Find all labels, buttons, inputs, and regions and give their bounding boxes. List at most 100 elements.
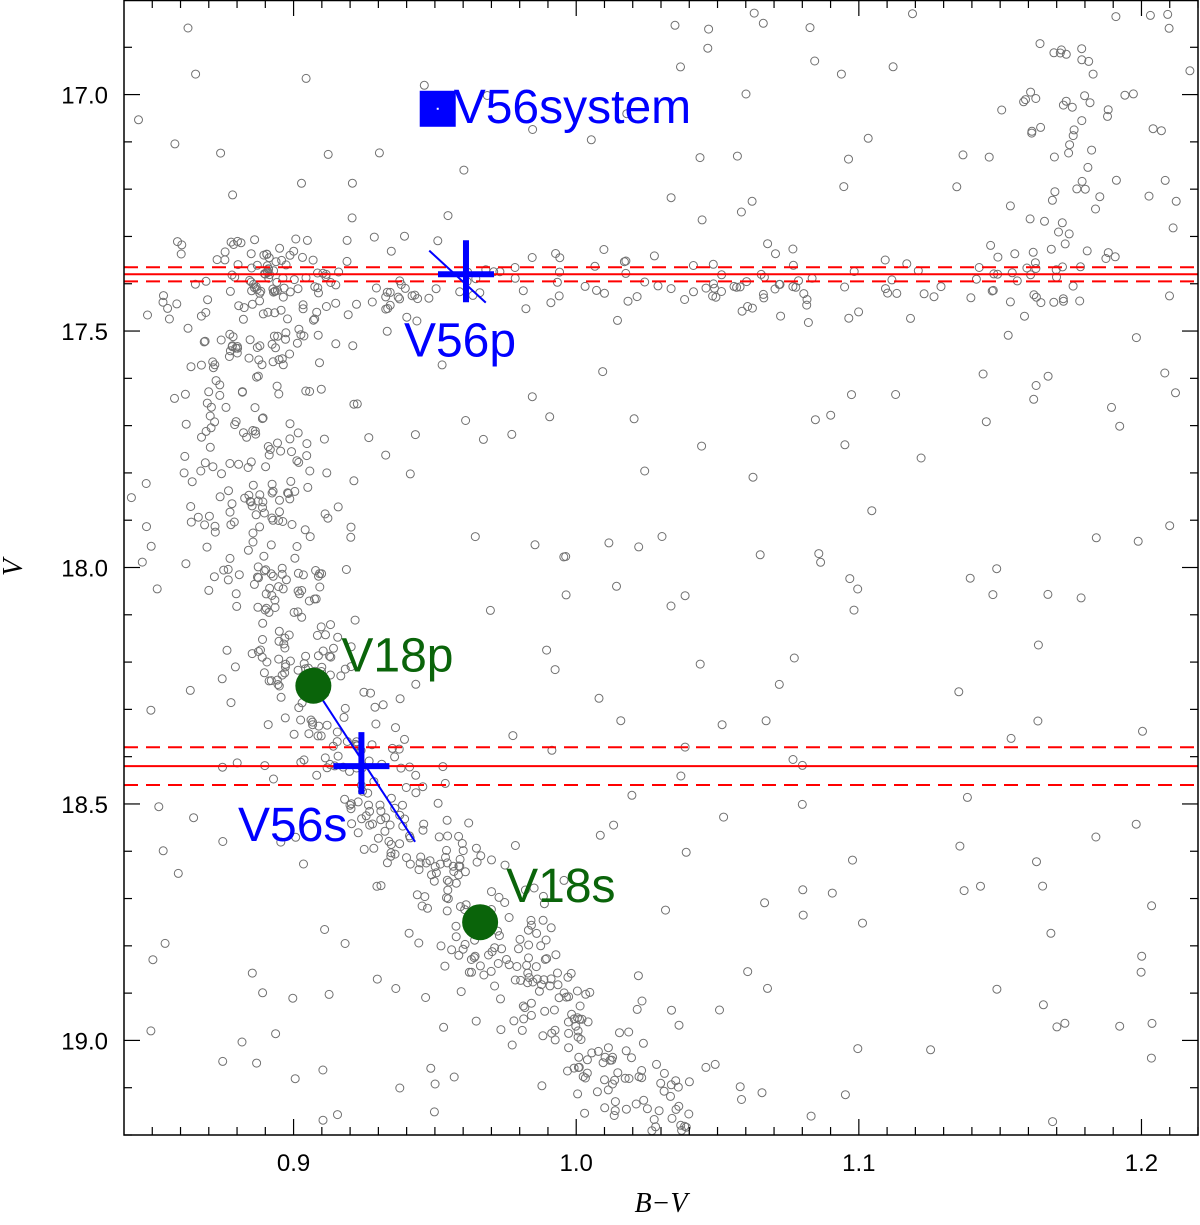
field-star-point — [676, 62, 685, 72]
field-star-point — [294, 703, 304, 713]
field-star-point — [836, 69, 846, 79]
field-star-point — [196, 360, 206, 370]
field-star-point — [736, 207, 746, 217]
field-star-point — [1082, 246, 1092, 256]
field-star-point — [845, 574, 855, 584]
x-axis-title: B−V — [634, 1188, 690, 1219]
field-star-point — [906, 313, 915, 323]
field-star-point — [439, 1022, 449, 1032]
field-star-point — [449, 867, 459, 876]
field-star-point — [743, 302, 753, 311]
field-star-point — [315, 569, 325, 579]
field-star-point — [200, 458, 210, 468]
field-star-point — [220, 255, 230, 265]
field-star-point — [676, 771, 686, 781]
field-star-point — [810, 415, 820, 425]
field-star-point — [460, 939, 470, 949]
field-star-point — [340, 664, 350, 674]
field-star-point — [603, 1043, 613, 1053]
field-star-point — [695, 153, 705, 163]
field-star-point — [247, 968, 257, 978]
field-star-point — [247, 501, 257, 511]
field-star-point — [470, 532, 480, 542]
field-star-point — [258, 503, 267, 512]
field-star-point — [1069, 125, 1079, 135]
field-star-point — [384, 836, 394, 846]
field-star-point — [353, 828, 363, 838]
field-star-point — [1061, 49, 1071, 59]
field-star-point — [494, 931, 504, 941]
v56system-marker-center — [436, 107, 439, 110]
field-star-point — [624, 1027, 634, 1037]
field-star-point — [1083, 162, 1093, 172]
field-star-point — [364, 433, 374, 443]
field-star-point — [448, 861, 458, 871]
field-star-point — [1131, 333, 1141, 343]
field-star-point — [255, 296, 265, 306]
field-star-point — [1120, 90, 1130, 100]
field-star-point — [258, 635, 267, 644]
field-star-point — [222, 645, 232, 655]
field-star-point — [1054, 227, 1063, 237]
field-star-point — [844, 154, 853, 164]
field-star-point — [226, 237, 236, 247]
field-star-point — [339, 712, 349, 722]
field-star-point — [303, 482, 313, 492]
field-star-point — [593, 1046, 603, 1056]
field-star-point — [487, 947, 497, 957]
field-star-point — [326, 652, 336, 662]
field-star-point — [232, 348, 242, 358]
field-star-point — [867, 506, 877, 516]
field-star-point — [266, 540, 276, 550]
field-star-point — [190, 279, 200, 289]
field-star-point — [313, 651, 323, 661]
field-star-point — [284, 630, 294, 640]
field-star-point — [708, 259, 718, 269]
field-star-point — [1103, 105, 1113, 115]
field-star-point — [604, 538, 614, 548]
field-star-point — [737, 1095, 746, 1104]
field-star-point — [1028, 247, 1038, 257]
field-star-point — [287, 447, 296, 457]
field-star-point — [268, 284, 278, 294]
field-star-point — [239, 303, 249, 313]
field-star-point — [688, 261, 698, 270]
field-star-point — [673, 1082, 683, 1092]
field-star-point — [537, 1081, 547, 1091]
field-star-point — [243, 463, 253, 472]
field-star-point — [346, 662, 356, 672]
field-star-point — [299, 331, 309, 341]
field-star-point — [418, 825, 428, 835]
field-star-point — [316, 622, 326, 632]
field-star-point — [407, 291, 417, 301]
field-star-point — [637, 996, 647, 1006]
field-star-point — [1091, 533, 1101, 543]
field-star-point — [1033, 716, 1043, 726]
field-star-point — [1059, 296, 1068, 306]
field-star-point — [442, 906, 452, 916]
field-star-point — [840, 440, 850, 450]
field-star-point — [342, 256, 352, 266]
field-star-point — [270, 603, 280, 612]
field-star-point — [290, 1074, 300, 1084]
field-star-point — [475, 961, 485, 971]
field-star-point — [308, 717, 317, 727]
field-star-point — [126, 493, 136, 503]
field-star-point — [1160, 368, 1170, 378]
field-star-point — [929, 292, 939, 302]
field-star-point — [770, 284, 780, 294]
field-star-point — [429, 1107, 439, 1117]
field-star-point — [349, 399, 359, 409]
field-star-point — [302, 451, 312, 461]
field-star-point — [340, 939, 350, 948]
field-star-point — [642, 1104, 652, 1114]
field-star-point — [320, 509, 330, 519]
field-star-point — [352, 299, 361, 309]
field-star-point — [325, 651, 335, 661]
field-star-point — [522, 960, 532, 970]
field-star-point — [840, 282, 850, 292]
field-star-point — [259, 668, 269, 678]
field-star-point — [255, 522, 265, 532]
field-star-point — [267, 488, 277, 498]
field-star-point — [459, 165, 469, 175]
